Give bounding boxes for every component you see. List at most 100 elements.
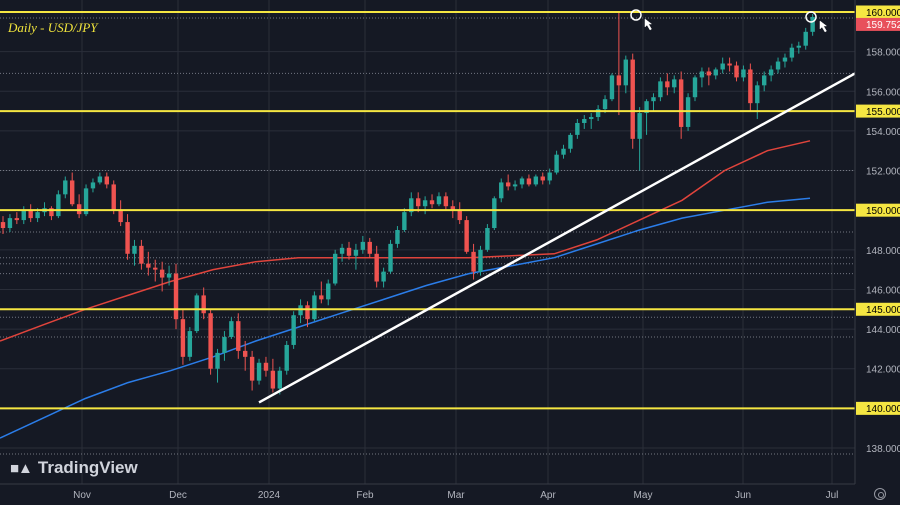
chart-title: Daily - USD/JPY xyxy=(8,20,98,35)
candle-body xyxy=(374,253,379,282)
candle-body xyxy=(505,182,511,187)
candle xyxy=(755,81,760,120)
candle-body xyxy=(692,77,698,98)
candle xyxy=(28,204,33,223)
x-tick-label: Dec xyxy=(169,490,187,501)
candle-body xyxy=(49,208,54,217)
candle xyxy=(499,178,504,203)
candle xyxy=(789,43,795,62)
candle-body xyxy=(402,212,407,230)
candle xyxy=(353,243,359,270)
candle-body xyxy=(575,122,580,135)
candle-body xyxy=(803,31,808,46)
candle xyxy=(464,216,469,254)
candles xyxy=(0,12,815,395)
candle-body xyxy=(651,97,656,102)
candle-body xyxy=(353,249,359,256)
annotation-circle-arrow xyxy=(805,11,828,33)
moving-average-fast-line xyxy=(0,140,811,342)
candle xyxy=(775,57,781,74)
candle-body xyxy=(139,245,144,264)
tradingview-watermark: ■▲ TradingView xyxy=(10,458,138,478)
candle xyxy=(367,237,372,258)
candle-body xyxy=(672,79,677,88)
candle xyxy=(672,75,677,94)
candle xyxy=(360,235,366,254)
candle-body xyxy=(478,249,483,272)
candle-body xyxy=(471,251,476,272)
last-price-label: 159.752 xyxy=(866,20,900,31)
annotation-circle-arrow xyxy=(630,9,653,31)
candle xyxy=(692,75,698,102)
candle-body xyxy=(492,198,497,229)
y-tick-label: 144.000 xyxy=(866,325,900,336)
candle-body xyxy=(256,362,262,381)
candle-body xyxy=(755,85,760,104)
candle-body xyxy=(436,196,442,205)
candle-body xyxy=(187,331,193,357)
candle xyxy=(575,119,580,139)
candle xyxy=(49,206,54,221)
candle-body xyxy=(125,222,130,254)
candle-body xyxy=(533,176,539,185)
candle-body xyxy=(236,321,241,351)
candle xyxy=(332,249,338,286)
candle-body xyxy=(748,69,753,104)
candle-body xyxy=(263,362,269,371)
grid-lines xyxy=(0,0,855,484)
settings-gear-icon[interactable] xyxy=(874,488,886,500)
candle-body xyxy=(35,212,40,219)
candle-body xyxy=(326,283,331,300)
x-tick-label: Feb xyxy=(356,490,374,501)
candle-body xyxy=(720,63,725,70)
candle-body xyxy=(21,210,26,221)
x-tick-label: Apr xyxy=(540,490,556,501)
candle xyxy=(70,172,75,207)
candle-body xyxy=(180,319,186,357)
level-badge-bg xyxy=(856,401,900,415)
candle xyxy=(208,309,213,375)
candle xyxy=(104,172,109,189)
candle xyxy=(720,57,725,74)
candle xyxy=(194,293,199,334)
candle-body xyxy=(810,16,815,32)
candle xyxy=(256,358,262,385)
last-price-badge: 159.752 xyxy=(856,17,900,31)
level-badge-bg xyxy=(856,5,900,19)
candle-body xyxy=(360,241,366,250)
candle-body xyxy=(243,350,248,357)
candle xyxy=(436,192,442,207)
candle xyxy=(443,192,449,211)
candle-body xyxy=(277,370,282,389)
candle xyxy=(249,350,255,391)
candle-body xyxy=(395,230,400,244)
candle xyxy=(7,214,13,232)
level-badge-bg xyxy=(856,302,900,316)
candle-body xyxy=(554,154,559,173)
candle-body xyxy=(775,61,781,70)
candle xyxy=(568,132,573,153)
candle-body xyxy=(540,176,545,181)
candle xyxy=(554,150,559,175)
candle xyxy=(305,301,310,328)
candle-body xyxy=(104,176,109,185)
candle-body xyxy=(637,113,642,139)
candle-body xyxy=(194,295,199,332)
candle xyxy=(630,53,635,149)
candle xyxy=(512,180,518,191)
candle-body xyxy=(713,69,718,76)
x-tick-label: Mar xyxy=(447,490,465,501)
candle xyxy=(485,224,490,252)
candle-body xyxy=(789,47,795,58)
watermark-text: TradingView xyxy=(37,458,138,477)
candle-body xyxy=(616,75,622,86)
level-price-badge: 160.000 xyxy=(856,5,900,19)
candle-body xyxy=(56,194,61,217)
candle xyxy=(263,356,269,377)
candle xyxy=(14,212,20,225)
candle xyxy=(658,77,663,102)
candle-body xyxy=(63,180,68,195)
level-price-badge: 140.000 xyxy=(856,401,900,415)
